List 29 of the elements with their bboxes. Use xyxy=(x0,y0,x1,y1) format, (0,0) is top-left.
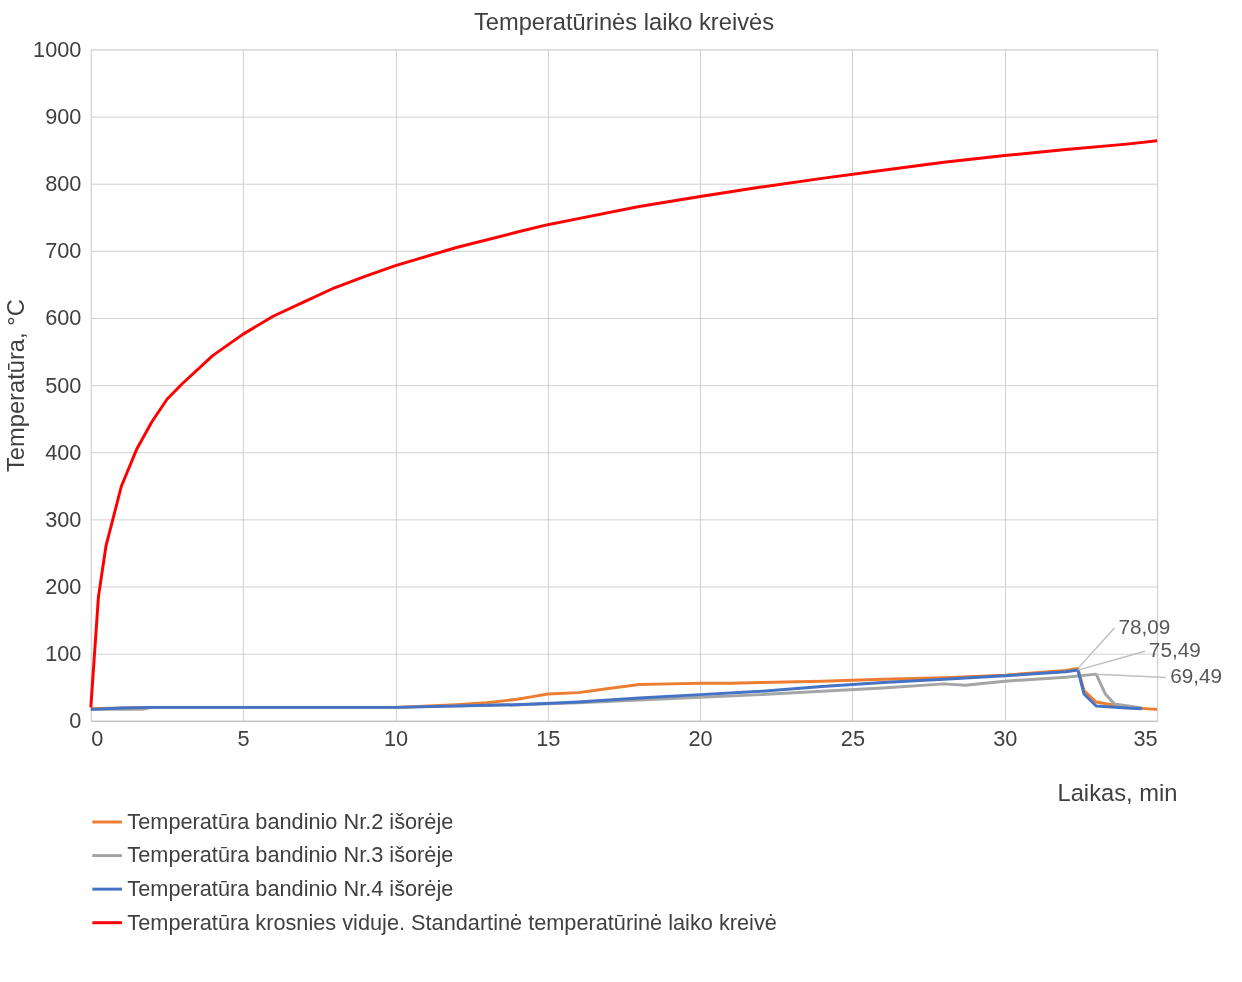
legend-label: Temperatūra krosnies viduje. Standartinė temperatūrinė laiko kreivė xyxy=(127,909,777,935)
y-axis-title: Temperatūra, °C xyxy=(3,299,30,472)
y-tick-label: 600 xyxy=(45,305,82,331)
x-tick-label: 0 xyxy=(91,725,104,751)
legend-label: Temperatūra bandinio Nr.2 išorėje xyxy=(127,808,454,834)
x-axis-title: Laikas, min xyxy=(1057,780,1178,807)
data-label: 75,49 xyxy=(1148,638,1201,662)
data-label: 69,49 xyxy=(1170,664,1223,688)
chart-title: Temperatūrinės laiko kreivės xyxy=(473,8,775,35)
x-tick-label: 20 xyxy=(688,725,713,751)
y-tick-label: 100 xyxy=(45,641,82,667)
y-tick-label: 1000 xyxy=(33,36,82,62)
x-tick-label: 10 xyxy=(383,725,409,751)
y-tick-label: 400 xyxy=(45,439,82,465)
x-tick-label: 5 xyxy=(237,725,250,751)
x-tick-label: 15 xyxy=(536,725,561,751)
y-tick-label: 900 xyxy=(45,103,82,129)
x-tick-label: 30 xyxy=(993,725,1018,751)
y-tick-label: 300 xyxy=(45,506,82,532)
legend-label: Temperatūra bandinio Nr.4 išorėje xyxy=(127,876,454,902)
y-tick-label: 800 xyxy=(45,171,82,197)
y-tick-label: 200 xyxy=(45,573,82,599)
data-label: 78,09 xyxy=(1118,615,1171,639)
x-tick-label: 35 xyxy=(1133,725,1158,751)
y-tick-label: 0 xyxy=(69,708,82,734)
x-tick-label: 25 xyxy=(840,725,866,751)
y-tick-label: 500 xyxy=(45,372,82,398)
legend-label: Temperatūra bandinio Nr.3 išorėje xyxy=(127,842,454,868)
y-tick-label: 700 xyxy=(45,238,82,264)
